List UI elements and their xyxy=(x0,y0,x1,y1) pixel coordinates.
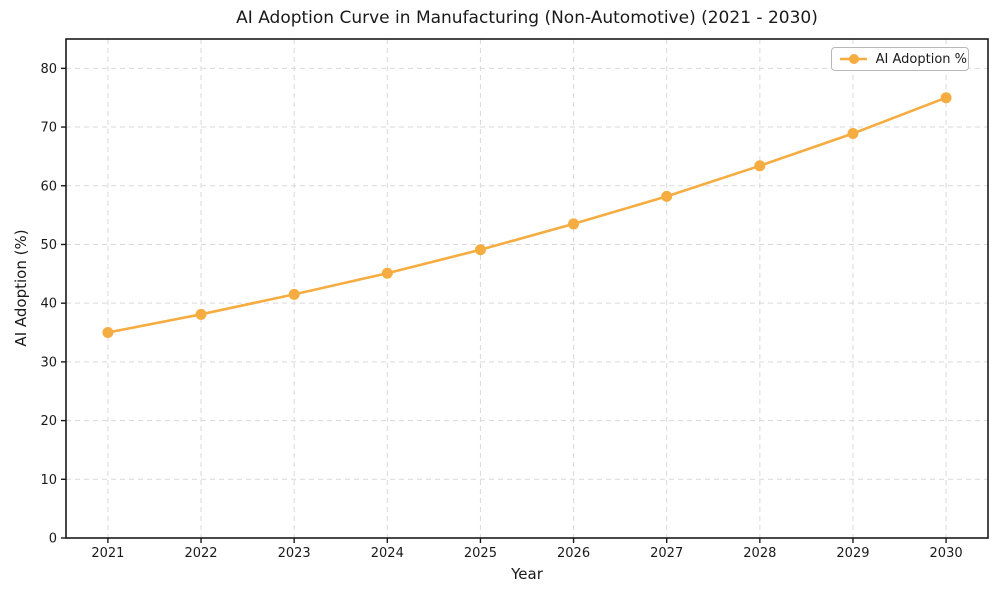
y-tick-label: 20 xyxy=(40,414,57,429)
data-point-2026 xyxy=(568,218,580,230)
y-tick-label: 30 xyxy=(40,355,57,370)
x-tick-label: 2029 xyxy=(836,546,869,561)
y-tick-label: 70 xyxy=(40,121,57,136)
y-tick-label: 50 xyxy=(40,238,57,253)
axes-frame xyxy=(65,38,989,539)
data-point-2029 xyxy=(847,128,859,140)
data-point-2030 xyxy=(940,92,952,104)
ticks xyxy=(61,67,947,543)
data-point-2023 xyxy=(288,288,300,300)
data-series xyxy=(102,92,952,339)
legend-label: AI Adoption % xyxy=(875,51,967,67)
data-point-2024 xyxy=(381,267,393,279)
x-tick-label: 2022 xyxy=(184,546,217,561)
data-point-2028 xyxy=(754,160,766,172)
plot-border xyxy=(65,38,989,539)
x-tick-label: 2030 xyxy=(930,546,963,561)
x-tick-label: 2024 xyxy=(371,546,404,561)
y-axis-title: AI Adoption (%) xyxy=(12,229,30,347)
y-tick-label: 0 xyxy=(49,532,57,547)
x-axis-title: Year xyxy=(511,565,543,583)
y-tick-label: 10 xyxy=(40,473,57,488)
x-tick-label: 2026 xyxy=(557,546,590,561)
gridlines xyxy=(66,39,988,538)
x-tick-label: 2023 xyxy=(278,546,311,561)
data-point-2022 xyxy=(195,308,207,320)
y-tick-label: 40 xyxy=(40,297,57,312)
legend-marker-dot xyxy=(849,54,859,64)
legend: AI Adoption % xyxy=(831,47,969,71)
legend-line-marker-icon xyxy=(840,54,867,64)
data-point-2021 xyxy=(102,327,114,339)
x-tick-label: 2028 xyxy=(743,546,776,561)
chart-title: AI Adoption Curve in Manufacturing (Non-… xyxy=(236,8,818,28)
x-tick-label: 2027 xyxy=(650,546,683,561)
y-tick-label: 60 xyxy=(40,179,57,194)
data-point-2025 xyxy=(474,244,486,256)
data-line xyxy=(106,96,948,334)
y-tick-label: 80 xyxy=(40,62,57,77)
x-tick-label: 2021 xyxy=(91,546,124,561)
x-tick-label: 2025 xyxy=(464,546,497,561)
data-point-2027 xyxy=(661,190,673,202)
tick-labels: 2021 2022 2023 2024 2025 2026 2027 2028 2029 2030… xyxy=(40,62,962,561)
